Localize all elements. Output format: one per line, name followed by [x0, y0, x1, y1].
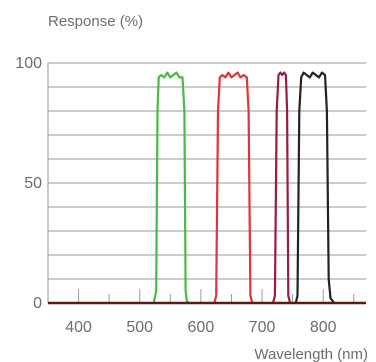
- y-axis-title: Response (%): [48, 13, 143, 30]
- y-tick-label: 50: [24, 175, 42, 192]
- x-ticks: [78, 289, 355, 303]
- series-line: [271, 71, 292, 305]
- x-tick-label: 400: [65, 319, 92, 336]
- x-tick-label: 700: [249, 319, 276, 336]
- series-line: [152, 71, 190, 305]
- series-curves: [152, 71, 336, 305]
- series-line: [213, 71, 254, 305]
- y-tick-labels: 0 50 100: [15, 55, 42, 312]
- gridlines: [47, 62, 366, 303]
- x-axis-title: Wavelength (nm): [254, 346, 368, 362]
- y-tick-label: 0: [33, 295, 42, 312]
- x-tick-label: 600: [188, 319, 215, 336]
- x-tick-label: 800: [310, 319, 337, 336]
- x-tick-labels: 400 500 600 700 800: [65, 319, 336, 336]
- y-tick-label: 100: [15, 55, 42, 72]
- x-tick-label: 500: [126, 319, 153, 336]
- series-line: [294, 71, 336, 305]
